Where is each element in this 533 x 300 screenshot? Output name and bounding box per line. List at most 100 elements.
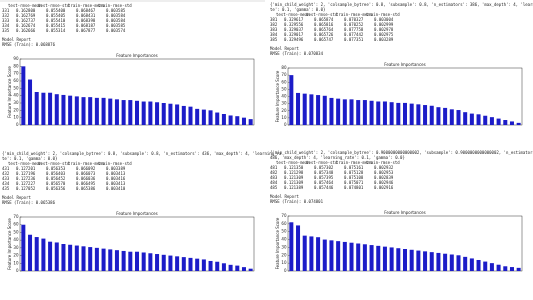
bar	[101, 248, 106, 271]
bar	[382, 246, 387, 271]
bar	[349, 242, 354, 271]
y-tick-label: 40	[281, 237, 287, 242]
bar	[423, 251, 428, 271]
y-tick-label: 80	[13, 63, 19, 68]
bar	[74, 245, 79, 271]
table-cell: 0.075128	[344, 170, 364, 175]
bar	[248, 268, 253, 271]
table-cell: 0.055314	[46, 28, 66, 33]
table-cell: 0.121389	[284, 185, 304, 190]
table-header: test-rmse-mean	[8, 161, 42, 166]
bar	[74, 96, 79, 125]
table-cell: 0.003413	[106, 181, 126, 186]
params-line: {'min_child_weight': 2, 'colsample_bytre…	[270, 150, 533, 155]
table-cell: 0.056452	[46, 176, 66, 181]
params-line: te': 0.1, 'gamma': 0.0}	[2, 156, 57, 161]
table-cell: 0.162674	[16, 23, 36, 28]
bar	[155, 254, 160, 271]
bar	[221, 114, 226, 125]
bar	[296, 92, 301, 125]
bar	[483, 115, 488, 125]
bar	[289, 75, 294, 125]
bar	[409, 103, 414, 125]
bar	[316, 95, 321, 125]
bar	[94, 97, 99, 125]
bar	[456, 255, 461, 271]
bar	[389, 247, 394, 271]
y-axis-label: Feature Importance Score	[7, 66, 12, 118]
table-cell: 0.057446	[314, 185, 334, 190]
bar	[382, 101, 387, 125]
bar	[228, 264, 233, 271]
table-cell: 0.065816	[314, 22, 334, 27]
y-tick-label: 20	[281, 252, 287, 257]
bar	[336, 98, 341, 125]
table-cell: 0.065874	[314, 17, 334, 22]
table-cell: 0.077758	[344, 27, 364, 32]
bar	[114, 99, 119, 125]
y-tick-label: 0	[16, 268, 19, 273]
bar	[349, 99, 354, 125]
params-line: {'min_child_weight': 2, 'colsample_bytre…	[270, 2, 533, 7]
table-cell: 0.162666	[16, 28, 36, 33]
table-cell: 0.055415	[46, 23, 66, 28]
bar	[188, 106, 193, 125]
y-tick-label: 10	[13, 115, 19, 120]
bar	[469, 113, 474, 125]
bar	[241, 117, 246, 125]
table-header: train-rmse-std	[98, 3, 132, 8]
bar	[443, 253, 448, 271]
table-cell: 0.002916	[374, 185, 394, 190]
table-cell: 0.003584	[106, 18, 126, 23]
report-rmse: RMSE (Train): 0.068876	[2, 42, 56, 47]
bar	[168, 103, 173, 125]
table-header: train-rmse-std	[366, 160, 400, 165]
bar	[188, 257, 193, 271]
table-cell: 0.002975	[374, 32, 394, 37]
y-axis-label: Feature Importance Score	[275, 70, 280, 122]
bar	[463, 256, 468, 271]
bar	[88, 97, 93, 125]
y-tick-label: 50	[281, 86, 287, 91]
table-cell: 332	[2, 13, 10, 18]
bar	[235, 265, 240, 271]
bar	[168, 255, 173, 271]
bar	[215, 261, 220, 271]
table-cell: 0.121298	[284, 170, 304, 175]
table-cell: 383	[270, 27, 278, 32]
y-tick-label: 60	[13, 78, 19, 83]
table-cell: 0.077442	[344, 32, 364, 37]
bar	[369, 100, 374, 125]
table-cell: 485	[270, 185, 278, 190]
bar	[215, 112, 220, 125]
bar	[376, 101, 381, 125]
bar	[61, 94, 66, 125]
bar	[416, 104, 421, 125]
report-title: Model Report	[270, 194, 299, 199]
table-header: train-rmse-mean	[336, 12, 373, 17]
y-tick-label: 0	[284, 268, 287, 273]
table-cell: 0.003413	[106, 171, 126, 176]
bar	[48, 92, 53, 125]
table-cell: 0.329017	[284, 32, 304, 37]
bar	[228, 115, 233, 125]
bar	[181, 257, 186, 271]
table-header: test-rmse-std	[38, 161, 70, 166]
bar	[175, 256, 180, 271]
table-cell: 0.065726	[314, 32, 334, 37]
table-cell: 0.065386	[76, 186, 96, 191]
bar	[316, 237, 321, 271]
bar	[48, 241, 53, 271]
table-cell: 0.068467	[76, 8, 96, 13]
bar	[54, 94, 59, 125]
table-cell: 0.056353	[46, 166, 66, 171]
table-cell: 0.002999	[374, 22, 394, 27]
table-cell: 0.065747	[314, 37, 334, 42]
bar	[449, 254, 454, 271]
table-cell: 381	[270, 17, 278, 22]
y-tick-label: 70	[281, 72, 287, 77]
table-cell: 0.057395	[314, 175, 334, 180]
bar	[402, 102, 408, 125]
bar	[88, 247, 93, 271]
table-cell: 0.121309	[284, 175, 304, 180]
